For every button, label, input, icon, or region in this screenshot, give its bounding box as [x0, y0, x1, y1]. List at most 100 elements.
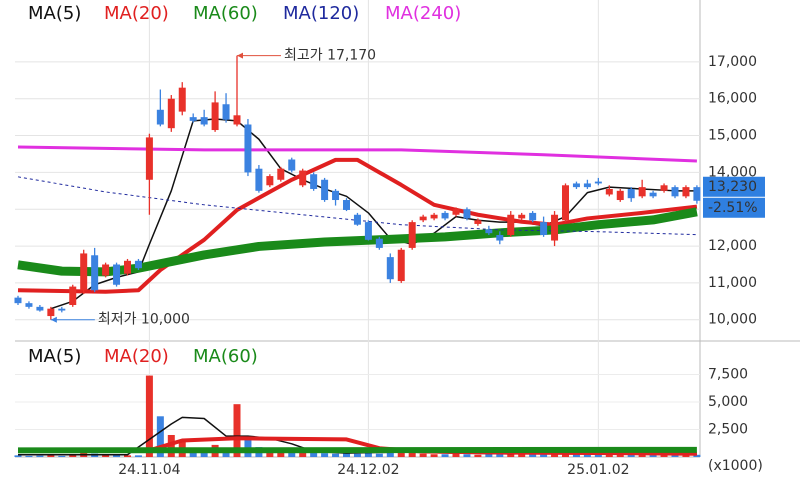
change-box — [703, 197, 765, 218]
candle-body — [583, 183, 591, 188]
candle-body — [375, 238, 383, 248]
candle-body — [386, 257, 394, 280]
volume-bar — [266, 451, 274, 457]
y-tick-label: 16,000 — [708, 91, 757, 107]
volume-bar — [14, 455, 22, 457]
candle-body — [594, 181, 602, 184]
legend-label: MA(20) — [104, 3, 169, 24]
candle-body — [299, 170, 307, 186]
candle-body — [441, 212, 449, 219]
volume-bar — [299, 452, 307, 457]
callout-arrow — [237, 52, 243, 59]
ma-line — [17, 207, 698, 277]
ma-line — [17, 145, 697, 163]
volume-bar — [353, 453, 361, 457]
volume-bar — [364, 452, 372, 457]
candle-body — [364, 222, 372, 240]
candle-body — [540, 222, 548, 236]
candle-body — [36, 306, 44, 311]
volume-bar — [375, 453, 383, 457]
callout-arrow — [50, 316, 57, 323]
volume-bar — [124, 455, 131, 457]
candle-body — [102, 264, 110, 276]
y-tick-label: 11,000 — [708, 275, 757, 291]
candle-body — [25, 303, 33, 307]
candle-body — [452, 209, 460, 215]
volume-bar — [540, 453, 548, 457]
legend-label: MA(60) — [193, 3, 258, 24]
candle-body — [145, 137, 153, 180]
candle-body — [518, 214, 526, 219]
volume-bar — [156, 416, 164, 457]
candle-body — [69, 286, 77, 306]
volume-bar — [671, 454, 679, 457]
volume-bar — [529, 454, 537, 457]
candle-body — [58, 308, 66, 311]
volume-bar — [616, 453, 624, 457]
y-tick-label: 5,000 — [708, 394, 748, 410]
volume-bar — [397, 450, 405, 457]
candle-body — [496, 235, 504, 241]
candle-body — [288, 159, 296, 171]
volume-bar — [145, 375, 153, 457]
candle-body — [463, 209, 471, 219]
candle-body — [211, 102, 219, 131]
candle-body — [627, 188, 635, 199]
candle-body — [124, 260, 131, 274]
y-tick-label: 10,000 — [708, 312, 757, 328]
volume-bar — [496, 453, 504, 457]
y-tick-label: 14,000 — [708, 164, 757, 180]
volume-bar — [102, 455, 110, 457]
legend-label: MA(20) — [104, 346, 169, 367]
ma-line — [17, 157, 698, 294]
candle-body — [408, 222, 416, 248]
candle-body — [189, 117, 197, 121]
volume-bar — [321, 453, 329, 457]
volume-bar — [638, 453, 646, 457]
volume-bar — [660, 454, 668, 457]
candle-body — [474, 220, 482, 224]
candle-body — [167, 98, 175, 129]
x-tick-label: 24.12.02 — [337, 462, 399, 478]
volume-bar — [69, 454, 77, 457]
legend-label: MA(5) — [28, 346, 81, 367]
candle-body — [222, 104, 230, 120]
volume-bar — [485, 454, 493, 457]
candle-body — [310, 174, 318, 189]
volume-bar — [452, 453, 460, 457]
legend-label: MA(240) — [385, 3, 461, 24]
legend-label: MA(5) — [28, 3, 81, 24]
volume-bar — [189, 450, 197, 457]
candle-body — [178, 87, 186, 112]
candle-body — [353, 214, 361, 225]
volume-bar — [332, 453, 340, 457]
volume-bar — [36, 455, 44, 457]
candle-body — [430, 214, 438, 219]
volume-bar — [343, 452, 350, 457]
candle-body — [91, 255, 99, 291]
last-price-label: 13,230 — [708, 179, 757, 195]
candle-body — [255, 168, 263, 191]
x-tick-label: 24.11.04 — [118, 462, 180, 478]
candle-body — [343, 200, 350, 210]
candle-body — [14, 297, 22, 304]
candle-body — [572, 183, 580, 188]
candle-body — [134, 260, 142, 269]
candle-body — [80, 253, 88, 291]
volume-bar — [58, 455, 66, 457]
candle-body — [266, 176, 274, 186]
volume-bar — [277, 451, 285, 457]
y-tick-label: 12,000 — [708, 238, 757, 254]
candle-body — [321, 179, 329, 201]
candle-body — [638, 187, 646, 197]
ma-line — [50, 118, 697, 310]
candle-body — [660, 185, 668, 191]
change-label: -2.51% — [708, 200, 758, 216]
candle-body — [156, 109, 164, 125]
ma-line — [17, 176, 697, 236]
volume-bar — [134, 455, 142, 457]
volume-bar — [167, 434, 175, 457]
y-tick-label: 17,000 — [708, 54, 757, 70]
candle-body — [616, 190, 624, 201]
candle-body — [277, 168, 285, 180]
